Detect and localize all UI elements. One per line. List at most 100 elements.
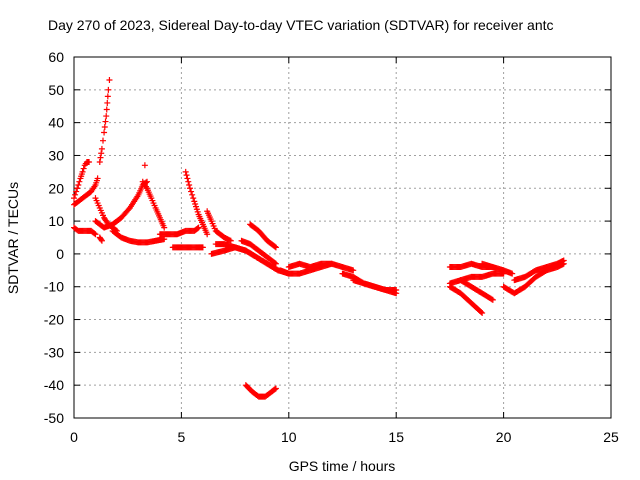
data-point [104,99,111,106]
data-point [71,195,77,202]
series-arc-23 [350,277,400,294]
data-point [96,159,103,166]
series-arc-30 [511,257,567,284]
data-point [74,185,81,192]
data-point [91,230,98,237]
data-point [103,113,110,120]
axis-ticks: 0 5 10 15 20 25 60 50 40 30 20 10 0 -10 -20 -30 -40 -50 [44,49,619,445]
data-point [186,181,193,188]
data-point [105,86,112,93]
data-point [194,225,201,232]
data-point [103,106,110,113]
data-point [190,195,197,202]
grid-lines [74,57,611,418]
plot-frame [73,56,612,419]
data-point [193,206,200,213]
y-tick-label: -50 [44,410,64,426]
series-arc-26 [446,283,486,316]
chart-title: Day 270 of 2023, Sidereal Day-to-day VTE… [48,17,554,33]
data-point [94,175,101,182]
series-arc-28 [479,260,516,277]
series-arc-12 [169,244,206,251]
data-point [98,236,105,243]
data-point [104,93,111,100]
data-point [509,270,516,277]
data-point [188,188,195,195]
series-arc-5 [92,178,151,231]
data-point [204,231,211,238]
series-arc-20 [277,260,357,277]
series-arc-19 [242,382,279,400]
data-point [76,178,83,185]
series-arc-6 [92,195,120,234]
data-point [79,168,86,175]
y-tick-label: -40 [44,377,64,393]
data-point [273,266,280,273]
series-arc-3 [71,224,99,238]
series-arc-18 [247,221,279,251]
data-point [99,137,106,144]
data-point [72,191,79,198]
series-arc-10 [141,162,148,169]
y-tick-label: 50 [48,82,64,98]
data-point [141,162,148,169]
series-arc-15 [208,244,292,277]
data-point [97,154,104,161]
data-point [101,124,108,131]
y-tick-label: -30 [44,344,64,360]
data-point [101,129,108,136]
data-point [73,188,80,195]
series-arc-14 [204,208,234,244]
series-arc-2 [71,175,101,208]
data-point [193,203,200,210]
data-point [489,296,496,303]
data-point [271,243,278,250]
data-point [227,237,234,244]
data-point [272,386,279,393]
data-point [86,159,93,166]
data-point [80,165,87,172]
series-arc-8 [109,227,168,246]
y-tick-label: 0 [56,246,64,262]
data-point [350,267,357,274]
series-arc-27 [457,277,496,303]
data-point [182,168,189,175]
series-arc-13 [182,168,211,238]
data-point [479,309,486,316]
data-point [185,178,192,185]
data-point [189,191,196,198]
data-point [192,201,199,208]
data-point [488,296,495,303]
data-point [271,260,278,267]
data-point [92,231,99,238]
data-point [328,260,335,267]
series-arc-4 [96,76,113,166]
data-point [272,260,279,267]
data-point [183,172,190,179]
x-tick-label: 20 [496,429,512,445]
y-tick-label: -10 [44,279,64,295]
data-point [478,308,485,315]
data-point [194,208,201,215]
data-point [102,118,109,125]
series-arc-17 [238,237,279,267]
data-point [560,257,567,264]
series-arc-24 [446,260,496,271]
series-arc-9 [139,178,168,231]
x-tick-label: 0 [70,429,78,445]
data-point [98,237,105,244]
data-point [199,244,206,251]
x-tick-label: 25 [603,429,619,445]
y-tick-label: 40 [48,115,64,131]
y-tick-label: 20 [48,180,64,196]
x-tick-label: 5 [178,429,186,445]
data-point [98,145,105,152]
series-arc-21 [285,260,335,271]
data-point [191,198,198,205]
y-axis-label: SDTVAR / TECUs [5,182,21,294]
data-point [106,76,113,83]
x-tick-label: 15 [388,429,404,445]
data-point [161,224,168,231]
y-tick-label: 60 [48,49,64,65]
